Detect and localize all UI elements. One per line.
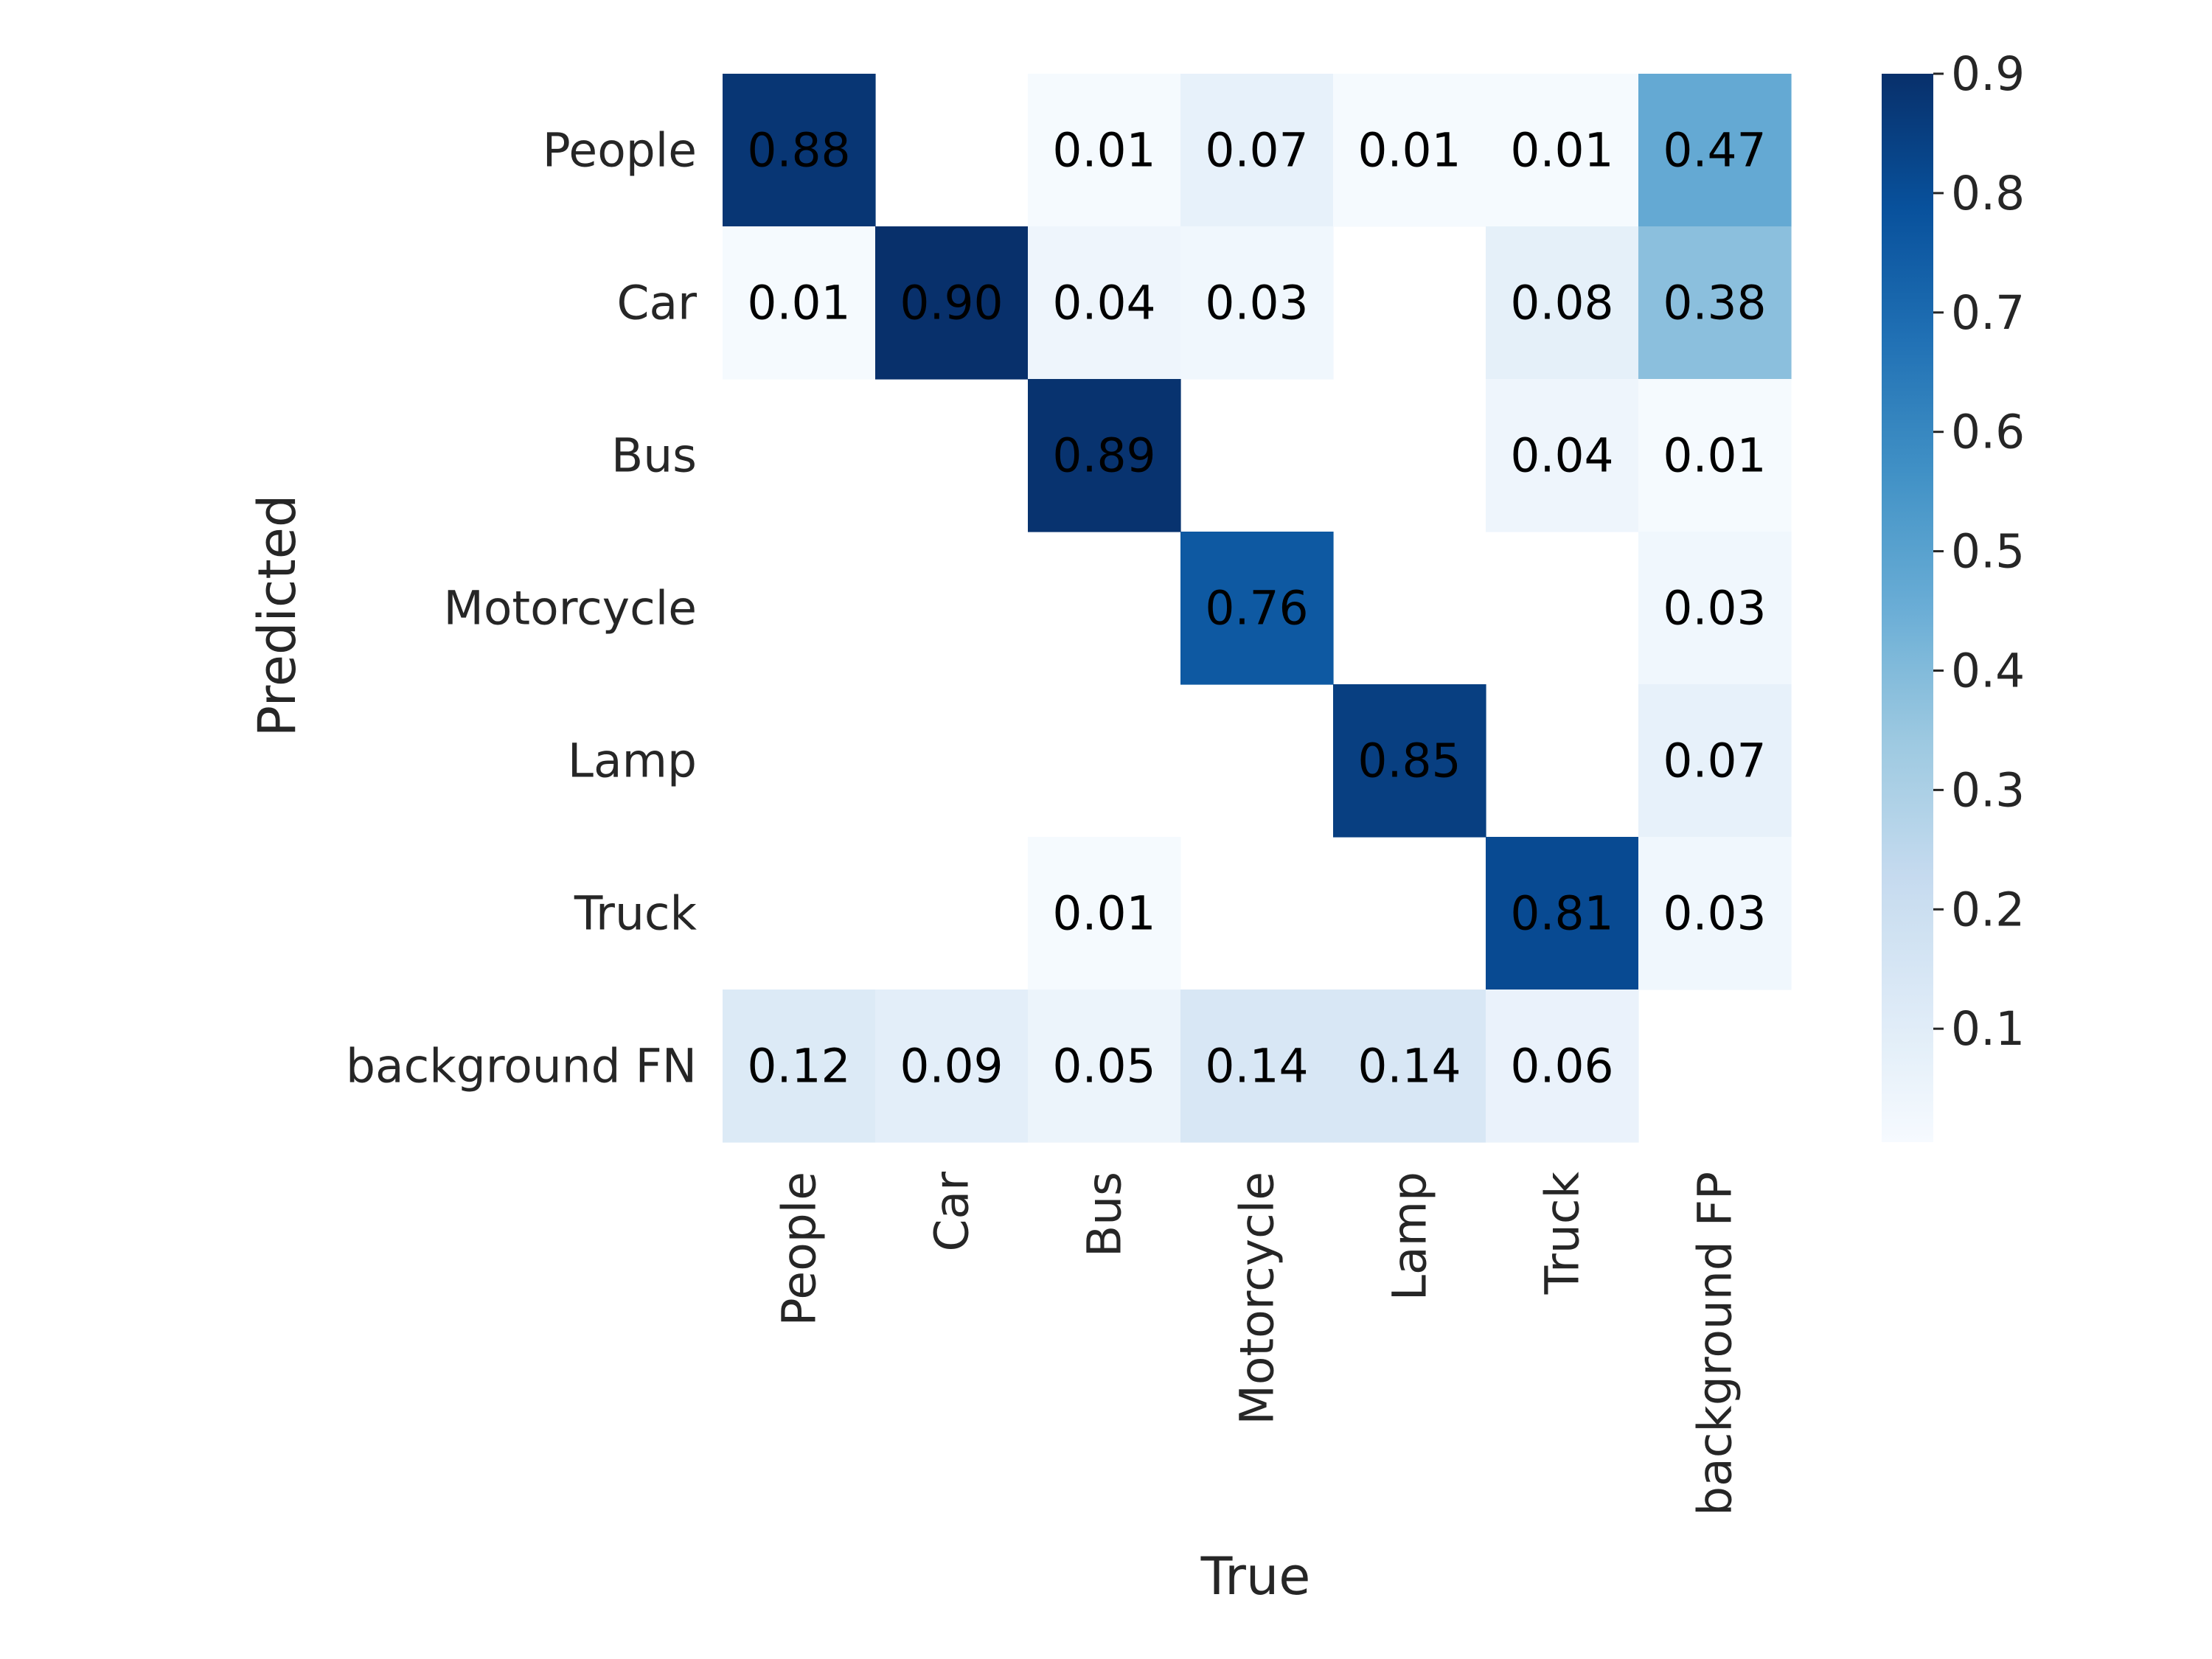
colorbar-ticks: 0.1 0.2 0.3 0.4 0.5 0.6 0.7 0.8 0.9 <box>1933 47 2025 1056</box>
cell-value-label: 0.01 <box>747 276 850 330</box>
heatmap-cell <box>1028 837 1181 990</box>
cell-value-label: 0.03 <box>1663 887 1766 941</box>
heatmap-cell <box>1180 226 1334 380</box>
cell-value-label: 0.01 <box>1052 887 1155 941</box>
cell-value-label: 0.01 <box>1052 124 1155 178</box>
heatmap-cell <box>1028 379 1181 532</box>
x-tick-label: Car <box>925 1172 979 1252</box>
cell-value-label: 0.85 <box>1357 734 1461 788</box>
heatmap-cell-labels: 0.88 0.01 0.07 0.01 0.01 0.47 0.01 0.90 0.04 0.03… <box>747 124 1766 1093</box>
heatmap-cell <box>1638 379 1792 532</box>
y-tick-label: Car <box>617 276 698 330</box>
colorbar-tick-label: 0.4 <box>1951 644 2025 698</box>
heatmap-cell <box>1486 379 1639 532</box>
cell-value-label: 0.81 <box>1510 887 1613 941</box>
colorbar-tick-label: 0.8 <box>1951 167 2025 220</box>
heatmap-cell <box>1028 990 1181 1143</box>
colorbar <box>1882 74 1933 1142</box>
cell-value-label: 0.08 <box>1510 276 1613 330</box>
colorbar-tick-label: 0.5 <box>1951 525 2025 579</box>
x-axis-tick-labels: People Car Bus Motorcycle Lamp Truck backgroun… <box>773 1171 1742 1515</box>
cell-value-label: 0.07 <box>1663 734 1766 788</box>
y-tick-label: Truck <box>574 887 698 941</box>
y-tick-label: People <box>543 124 697 178</box>
heatmap-cell <box>723 226 876 380</box>
cell-value-label: 0.03 <box>1663 582 1766 636</box>
heatmap-cell <box>1333 990 1486 1143</box>
colorbar-tick-label: 0.9 <box>1951 47 2025 101</box>
x-tick-label: Bus <box>1078 1172 1132 1257</box>
heatmap-cell <box>1486 74 1639 227</box>
x-tick-label: Truck <box>1536 1171 1590 1295</box>
colorbar-tick-label: 0.3 <box>1951 763 2025 817</box>
heatmap-cell <box>875 990 1029 1143</box>
y-tick-label: Lamp <box>568 734 697 788</box>
heatmap-cells <box>723 74 1792 1143</box>
cell-value-label: 0.88 <box>747 124 850 178</box>
y-tick-label: Motorcycle <box>444 582 698 636</box>
heatmap-cell <box>1638 684 1792 838</box>
cell-value-label: 0.05 <box>1052 1040 1155 1093</box>
heatmap-cell <box>1486 990 1639 1143</box>
heatmap-cell <box>1638 532 1792 685</box>
cell-value-label: 0.47 <box>1663 124 1766 178</box>
cell-value-label: 0.12 <box>747 1040 850 1093</box>
heatmap-cell <box>1028 226 1181 380</box>
cell-value-label: 0.07 <box>1205 124 1308 178</box>
heatmap-cell <box>875 226 1029 380</box>
heatmap-cell <box>1180 532 1334 685</box>
cell-value-label: 0.14 <box>1357 1040 1461 1093</box>
cell-value-label: 0.09 <box>900 1040 1003 1093</box>
colorbar-tick-label: 0.7 <box>1951 286 2025 340</box>
heatmap-cell <box>1333 684 1486 838</box>
cell-value-label: 0.76 <box>1205 582 1308 636</box>
cell-value-label: 0.90 <box>900 276 1003 330</box>
x-tick-label: People <box>773 1172 827 1326</box>
heatmap-cell <box>1638 837 1792 990</box>
colorbar-tick-label: 0.6 <box>1951 406 2025 459</box>
x-tick-label: Lamp <box>1383 1172 1437 1301</box>
heatmap-cell <box>1333 74 1486 227</box>
x-axis-title: True <box>1200 1546 1311 1607</box>
x-tick-label: Motorcycle <box>1231 1172 1284 1425</box>
heatmap-cell <box>1180 990 1334 1143</box>
x-tick-label: background FP <box>1688 1172 1742 1516</box>
y-axis-tick-labels: People Car Bus Motorcycle Lamp Truck backgroun… <box>346 124 698 1093</box>
heatmap-cell <box>1638 226 1792 380</box>
cell-value-label: 0.04 <box>1510 429 1613 483</box>
colorbar-tick-label: 0.2 <box>1951 883 2025 936</box>
cell-value-label: 0.06 <box>1510 1040 1613 1093</box>
y-axis-title: Predicted <box>247 495 307 737</box>
heatmap-cell <box>723 990 876 1143</box>
cell-value-label: 0.14 <box>1205 1040 1308 1093</box>
heatmap-cell <box>1180 74 1334 227</box>
cell-value-label: 0.03 <box>1205 276 1308 330</box>
heatmap-cell <box>1486 837 1639 990</box>
cell-value-label: 0.01 <box>1663 429 1766 483</box>
y-tick-label: Bus <box>611 429 697 483</box>
cell-value-label: 0.04 <box>1052 276 1155 330</box>
heatmap-cell <box>1486 226 1639 380</box>
heatmap-cell <box>723 74 876 227</box>
heatmap-cell <box>1028 74 1181 227</box>
cell-value-label: 0.01 <box>1510 124 1613 178</box>
colorbar-tick-label: 0.1 <box>1951 1002 2025 1056</box>
heatmap-cell <box>1638 74 1792 227</box>
cell-value-label: 0.01 <box>1357 124 1461 178</box>
cell-value-label: 0.38 <box>1663 276 1766 330</box>
cell-value-label: 0.89 <box>1052 429 1155 483</box>
y-tick-label: background FN <box>346 1040 697 1093</box>
